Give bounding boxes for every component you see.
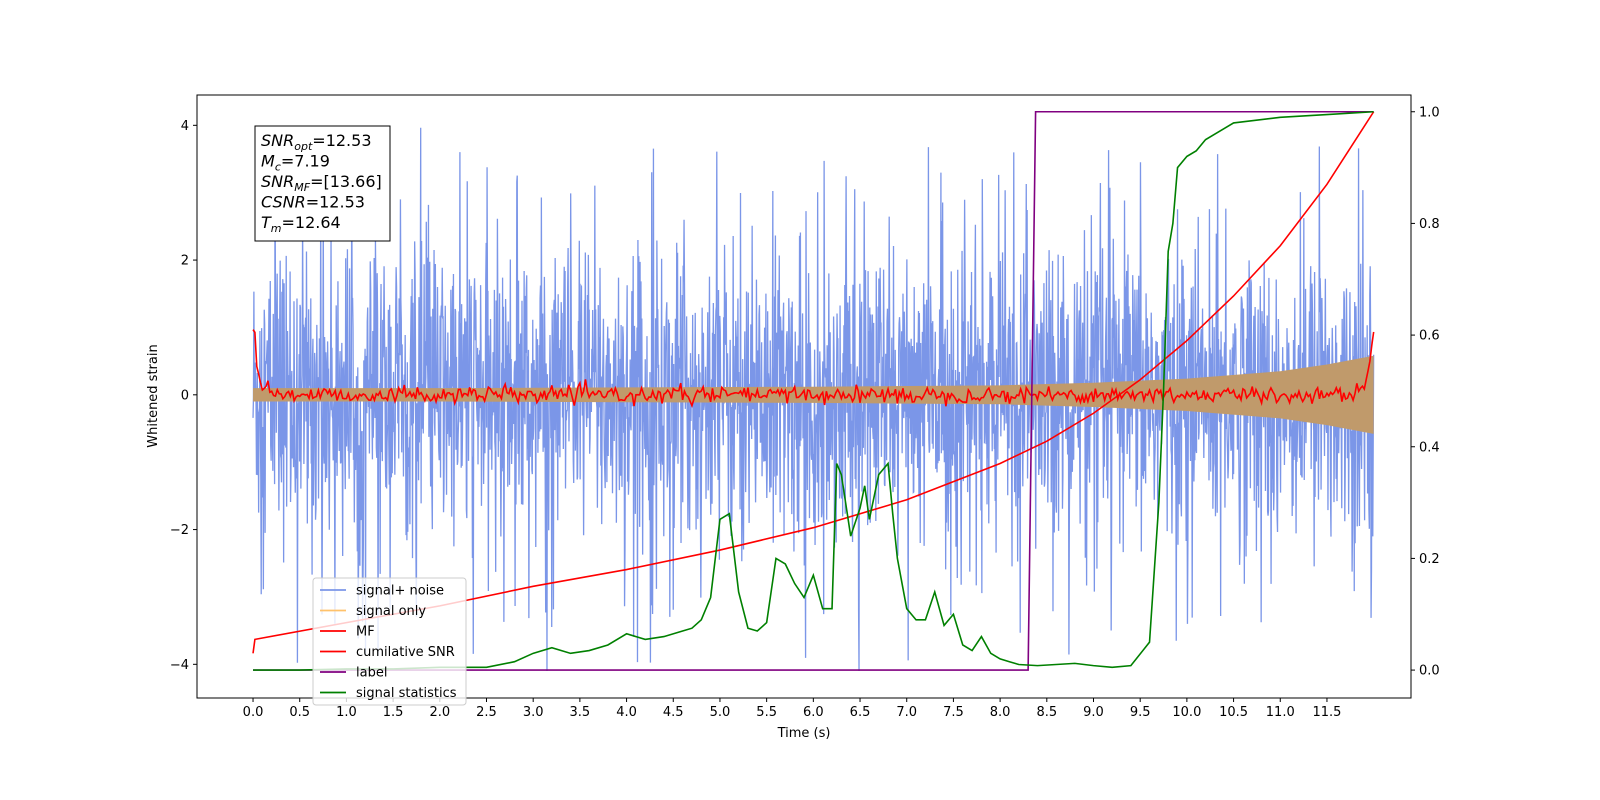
y-tick-label: 0 — [181, 388, 189, 403]
y-tick-label: 4 — [181, 119, 189, 134]
y-axis-label: Whitened strain — [146, 344, 161, 447]
legend-item-label: MF — [356, 625, 375, 640]
stats-box-frame — [254, 125, 391, 242]
stats-line: CSNR=12.53 — [261, 193, 365, 212]
x-tick-label: 0.0 — [243, 705, 264, 720]
x-tick-label: 11.0 — [1266, 705, 1295, 720]
x-tick-label: 9.0 — [1083, 705, 1104, 720]
x-tick-label: 2.5 — [476, 705, 497, 720]
x-tick-label: 1.0 — [336, 705, 357, 720]
x-tick-label: 4.5 — [663, 705, 684, 720]
y2-tick-label: 0.2 — [1419, 552, 1440, 567]
stats-line: Tm=12.64 — [261, 213, 341, 235]
x-tick-label: 2.0 — [429, 705, 450, 720]
x-tick-label: 6.0 — [803, 705, 824, 720]
x-tick-label: 9.5 — [1130, 705, 1151, 720]
x-tick-label: 3.5 — [570, 705, 591, 720]
series-mf — [252, 329, 1375, 408]
x-tick-label: 10.0 — [1172, 705, 1201, 720]
legend-item-label: cumilative SNR — [356, 645, 455, 660]
x-tick-label: 8.5 — [1036, 705, 1057, 720]
legend-frame — [312, 577, 467, 706]
series-signal-statistics — [253, 110, 1374, 671]
x-axis: 0.0 0.5 1.0 1.5 2.0 2.5 3.0 3.5 4.0 4.5 5.0 5.5 6.0 6… — [243, 698, 1341, 720]
x-tick-label: 5.0 — [710, 705, 731, 720]
y2-tick-label: 0.8 — [1419, 217, 1440, 232]
legend-item-label: label — [356, 666, 387, 681]
series-signal-only — [253, 355, 1374, 434]
y-tick-label: 2 — [181, 254, 189, 269]
legend-item-label: signal+ noise — [356, 584, 444, 599]
x-tick-label: 6.5 — [850, 705, 871, 720]
x-tick-label: 11.5 — [1312, 705, 1341, 720]
y2-tick-label: 1.0 — [1419, 105, 1440, 120]
x-tick-label: 0.5 — [289, 705, 310, 720]
x-tick-label: 4.0 — [616, 705, 637, 720]
x-tick-label: 7.0 — [896, 705, 917, 720]
legend-item-label: signal only — [356, 604, 426, 619]
y-axis-right: 0.0 0.2 0.4 0.6 0.8 1.0 — [1411, 105, 1440, 679]
stats-line: Mc=7.19 — [261, 152, 330, 174]
x-tick-label: 8.0 — [990, 705, 1011, 720]
series-label — [253, 110, 1374, 671]
y2-tick-label: 0.4 — [1419, 440, 1440, 455]
stats-line: SNRopt=12.53 — [261, 131, 372, 153]
x-tick-label: 5.5 — [756, 705, 777, 720]
y-axis-left: −4 −2 0 2 4 — [170, 119, 197, 673]
y-tick-label: −4 — [170, 658, 189, 673]
x-tick-label: 1.5 — [383, 705, 404, 720]
legend: signal+ noise signal only MF cumilative SNR… — [312, 577, 467, 706]
x-tick-label: 3.0 — [523, 705, 544, 720]
y-tick-label: −2 — [170, 523, 189, 538]
stats-annotation-box: SNRopt=12.53Mc=7.19SNRMF=[13.66]CSNR=12.… — [254, 125, 391, 242]
legend-item-label: signal statistics — [356, 686, 457, 701]
plot-frame — [196, 94, 1412, 699]
y2-tick-label: 0.6 — [1419, 329, 1440, 344]
x-axis-label: Time (s) — [777, 726, 831, 741]
stats-line: SNRMF=[13.66] — [261, 172, 382, 194]
y2-tick-label: 0.0 — [1419, 664, 1440, 679]
x-tick-label: 10.5 — [1219, 705, 1248, 720]
x-tick-label: 7.5 — [943, 705, 964, 720]
